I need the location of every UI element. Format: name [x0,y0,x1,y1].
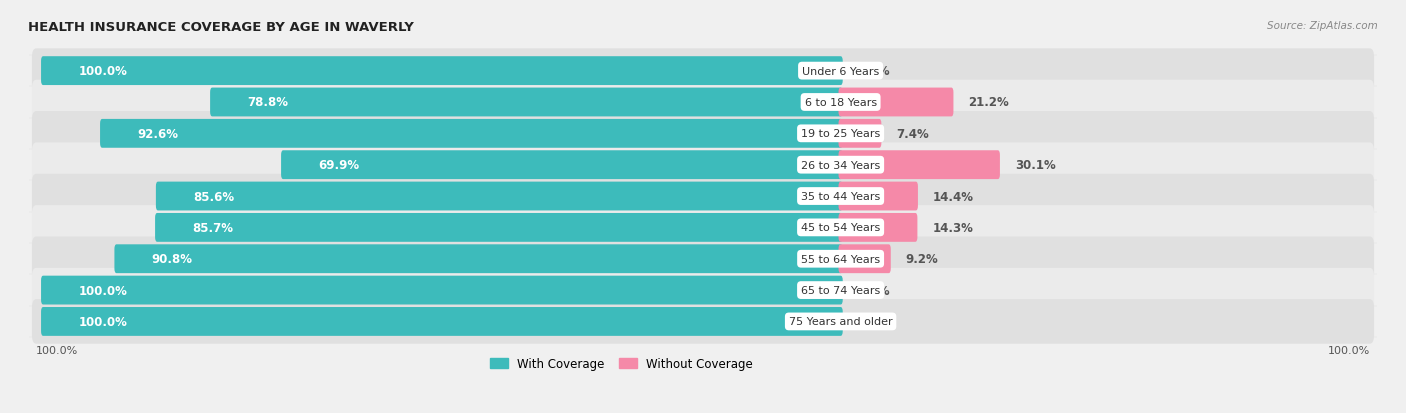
Text: 30.1%: 30.1% [1015,159,1056,172]
FancyBboxPatch shape [838,120,882,148]
Text: 0.0%: 0.0% [858,315,890,328]
FancyBboxPatch shape [32,81,1374,125]
Text: 19 to 25 Years: 19 to 25 Years [801,129,880,139]
FancyBboxPatch shape [32,143,1374,188]
FancyBboxPatch shape [32,299,1374,344]
Text: 0.0%: 0.0% [858,284,890,297]
FancyBboxPatch shape [155,214,842,242]
FancyBboxPatch shape [32,112,1374,156]
Text: 100.0%: 100.0% [79,284,128,297]
Text: 6 to 18 Years: 6 to 18 Years [804,98,877,108]
FancyBboxPatch shape [32,268,1374,313]
FancyBboxPatch shape [41,57,842,86]
FancyBboxPatch shape [838,214,917,242]
Text: 35 to 44 Years: 35 to 44 Years [801,192,880,202]
FancyBboxPatch shape [838,245,891,273]
Text: 100.0%: 100.0% [79,315,128,328]
Text: 9.2%: 9.2% [905,253,938,266]
FancyBboxPatch shape [100,120,842,148]
Text: 55 to 64 Years: 55 to 64 Years [801,254,880,264]
FancyBboxPatch shape [838,88,953,117]
FancyBboxPatch shape [209,88,842,117]
Text: 0.0%: 0.0% [858,65,890,78]
FancyBboxPatch shape [32,206,1374,250]
Text: 26 to 34 Years: 26 to 34 Years [801,160,880,170]
Text: HEALTH INSURANCE COVERAGE BY AGE IN WAVERLY: HEALTH INSURANCE COVERAGE BY AGE IN WAVE… [28,21,413,33]
Text: 85.7%: 85.7% [193,221,233,234]
FancyBboxPatch shape [838,151,1000,180]
FancyBboxPatch shape [838,182,918,211]
FancyBboxPatch shape [114,245,842,273]
Text: 65 to 74 Years: 65 to 74 Years [801,285,880,295]
FancyBboxPatch shape [32,174,1374,219]
Legend: With Coverage, Without Coverage: With Coverage, Without Coverage [485,352,758,375]
Text: 90.8%: 90.8% [152,253,193,266]
FancyBboxPatch shape [41,276,842,305]
Text: 78.8%: 78.8% [247,96,288,109]
Text: 100.0%: 100.0% [37,345,79,355]
FancyBboxPatch shape [41,307,842,336]
Text: 85.6%: 85.6% [193,190,235,203]
Text: 14.3%: 14.3% [932,221,973,234]
Text: 45 to 54 Years: 45 to 54 Years [801,223,880,233]
Text: 21.2%: 21.2% [969,96,1010,109]
Text: 75 Years and older: 75 Years and older [789,317,893,327]
Text: 14.4%: 14.4% [932,190,974,203]
Text: 92.6%: 92.6% [138,128,179,140]
Text: 69.9%: 69.9% [319,159,360,172]
Text: Source: ZipAtlas.com: Source: ZipAtlas.com [1267,21,1378,31]
Text: 100.0%: 100.0% [1327,345,1369,355]
FancyBboxPatch shape [156,182,842,211]
Text: 7.4%: 7.4% [896,128,929,140]
FancyBboxPatch shape [32,49,1374,94]
FancyBboxPatch shape [281,151,842,180]
Text: 100.0%: 100.0% [79,65,128,78]
FancyBboxPatch shape [32,237,1374,281]
Text: Under 6 Years: Under 6 Years [801,66,879,76]
